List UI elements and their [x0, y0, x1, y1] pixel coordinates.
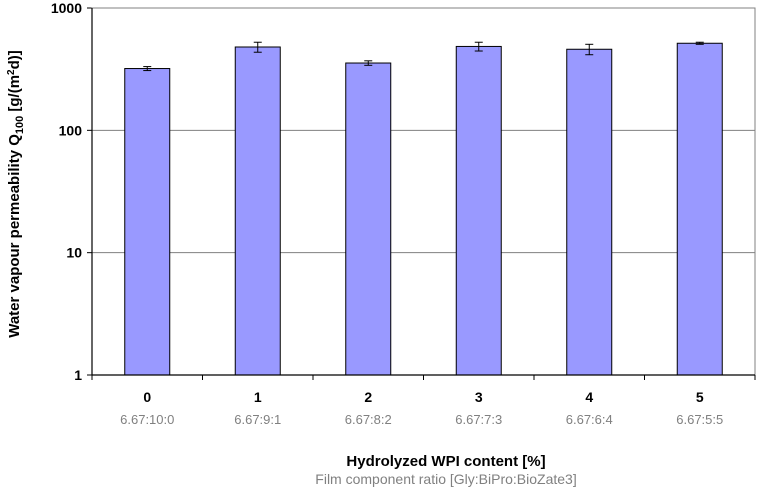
- x-tick-sublabel: 6.67:5:5: [676, 412, 723, 427]
- x-tick-sublabel: 6.67:7:3: [455, 412, 502, 427]
- y-axis-title-superscript: 2: [6, 69, 17, 75]
- bars: [124, 42, 723, 376]
- y-tick-label: 1: [74, 367, 82, 383]
- bar: [455, 45, 502, 376]
- error-bars: [143, 41, 704, 72]
- x-tick-label: 0: [143, 389, 151, 405]
- x-tick-label: 5: [696, 389, 704, 405]
- bar: [124, 68, 171, 376]
- x-tick-label: 1: [254, 389, 262, 405]
- axes: [87, 7, 756, 380]
- y-tick-label: 10: [66, 245, 82, 261]
- bar: [234, 46, 281, 376]
- plot-area-border: [91, 7, 756, 376]
- y-axis-title-subscript: 100: [14, 116, 26, 134]
- y-tick-label: 100: [59, 122, 83, 138]
- x-axis-subtitle: Film component ratio [Gly:BiPro:BioZate3…: [315, 471, 576, 487]
- x-axis-title: Hydrolyzed WPI content [%]: [346, 453, 545, 470]
- y-tick-labels: 1 10 100 1000: [51, 0, 82, 383]
- x-tick-label: 2: [364, 389, 372, 405]
- bar: [345, 62, 392, 376]
- x-tick-label: 3: [475, 389, 483, 405]
- bar: [676, 42, 723, 376]
- x-tick-sublabel: 6.67:8:2: [345, 412, 392, 427]
- x-tick-sublabel: 6.67:6:4: [566, 412, 613, 427]
- bar: [566, 48, 613, 376]
- x-tick-sublabel: 6.67:10:0: [120, 412, 174, 427]
- y-tick-label: 1000: [51, 0, 82, 16]
- x-tick-label: 4: [585, 389, 593, 405]
- x-tick-labels: 0 6.67:10:0 1 6.67:9:1 2 6.67:8:2 3 6.67:7:3 4 6.…: [120, 389, 723, 427]
- gridlines: [92, 7, 755, 254]
- x-tick-sublabel: 6.67:9:1: [234, 412, 281, 427]
- y-axis-title: Water vapour permeability Q100 [g/(m2d)]: [6, 50, 26, 338]
